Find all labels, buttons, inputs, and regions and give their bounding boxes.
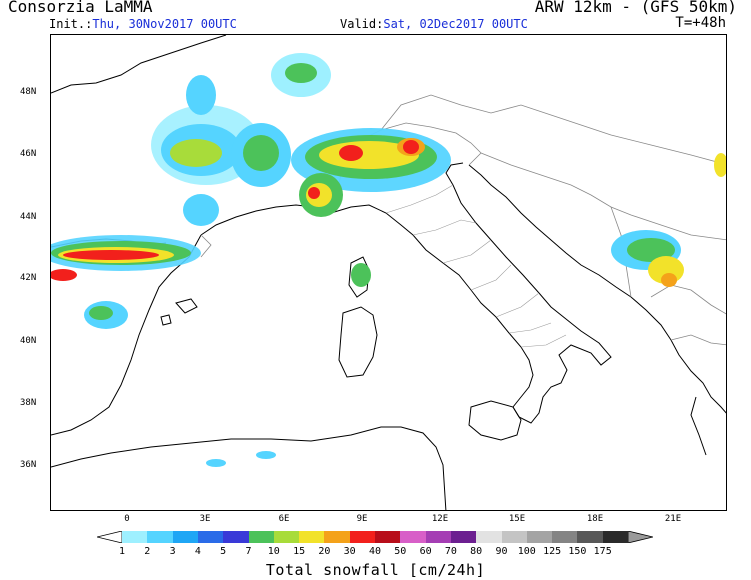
colorbar-title: Total snowfall [cm/24h] [265,561,486,579]
colorbar-swatch [450,531,477,543]
lat-label-42n: 42N [20,273,37,283]
colorbar-swatch [577,531,604,543]
colorbar-label: 90 [495,546,508,557]
agency-title: Consorzia LaMMA [8,0,153,16]
model-title: ARW 12km - (GFS 50km) [534,0,737,16]
init-time: Init.:Thu, 30Nov2017 00UTC [49,17,237,31]
snowfall-map [50,34,727,511]
colorbar-label: 2 [144,546,151,557]
colorbar-label: 30 [343,546,356,557]
colorbar-swatch [349,531,376,543]
colorbar-swatch [248,531,275,543]
colorbar-swatch [400,531,427,543]
init-value: Thu, 30Nov2017 00UTC [92,17,237,31]
lat-label-48n: 48N [20,87,37,97]
init-label: Init.: [49,17,93,31]
colorbar-swatch [324,531,351,543]
lon-label-6e: 6E [278,514,290,524]
lon-label-12e: 12E [431,514,449,524]
lat-label-44n: 44N [20,212,37,222]
colorbar-label: 15 [293,546,306,557]
colorbar-swatch [602,531,629,543]
lat-label-36n: 36N [20,460,37,470]
colorbar-swatch [223,531,249,543]
colorbar-swatch [147,531,174,543]
snowfall-shading [51,53,726,467]
colorbar-swatch [526,531,553,543]
coastlines [51,35,726,510]
valid-time: Valid:Sat, 02Dec2017 00UTC [340,17,528,31]
lon-label-3e: 3E [199,514,211,524]
colorbar-label: 1 [118,546,126,557]
lon-label-0: 0 [124,514,130,524]
colorbar-label: 40 [368,546,382,557]
map-canvas [51,35,726,510]
colorbar-label: 20 [318,546,331,557]
lat-label-46n: 46N [20,149,37,159]
lat-label-40n: 40N [20,336,37,346]
colorbar-label: 5 [220,546,227,557]
colorbar-label: 70 [444,546,457,557]
colorbar-label: 100 [517,546,536,557]
colorbar-label: 50 [394,546,407,557]
colorbar-label: 80 [470,546,483,557]
colorbar-swatch [273,531,300,543]
colorbar-swatch [299,531,325,543]
lon-label-9e: 9E [356,514,368,524]
forecast-step: T=+48h [675,15,726,31]
lon-label-15e: 15E [508,514,526,524]
colorbar-swatch [552,531,578,543]
colorbar-label: 3 [169,546,176,557]
colorbar-swatch [122,531,148,543]
colorbar-swatch [476,531,502,543]
colorbar-label: 4 [194,546,201,557]
colorbar-swatch [375,531,401,543]
colorbar-label: 60 [419,546,432,557]
lon-label-21e: 21E [664,514,682,524]
colorbar-label: 125 [543,546,562,557]
valid-label: Valid: [340,17,384,31]
colorbar-under-arrow [97,531,123,543]
lon-label-18e: 18E [586,514,604,524]
colorbar-over-arrow [627,531,653,543]
colorbar-label: 175 [593,546,612,557]
colorbar-swatch [425,531,452,543]
region-borders [385,184,567,348]
colorbar-label: 10 [267,546,280,557]
colorbar-label: 7 [245,546,252,557]
colorbar-label: 150 [568,546,587,557]
colorbar-swatch [197,531,224,543]
colorbar-swatch [172,531,199,543]
valid-value: Sat, 02Dec2017 00UTC [383,17,528,31]
colorbar-swatch [501,531,528,543]
lat-label-38n: 38N [20,398,37,408]
